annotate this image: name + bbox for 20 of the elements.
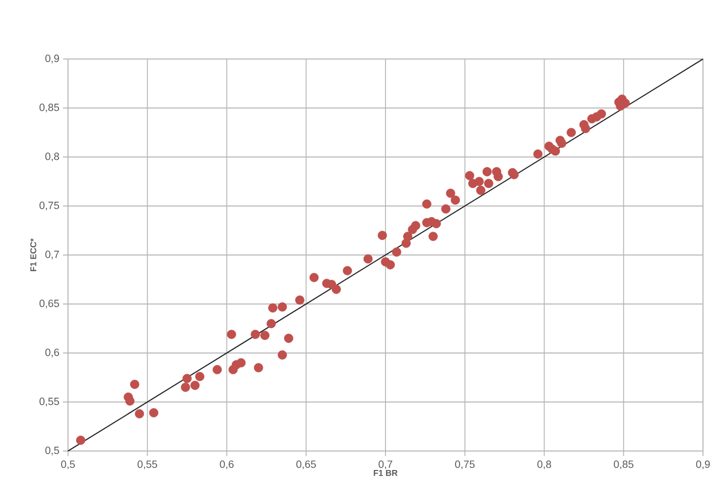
x-axis-title: F1 BR xyxy=(374,470,398,476)
y-tick-label: 0,75 xyxy=(40,202,60,210)
y-tick-label: 0,85 xyxy=(40,104,60,112)
x-tick-label: 0,5 xyxy=(61,460,75,470)
x-tick-label: 0,65 xyxy=(296,460,316,470)
x-tick-label: 0,55 xyxy=(138,460,158,470)
y-tick-label: 0,5 xyxy=(45,446,60,456)
y-tick-label: 0,9 xyxy=(45,54,59,64)
y-tick-label: 0,8 xyxy=(45,152,60,162)
x-tick-label: 0,85 xyxy=(614,460,634,470)
y-tick-label: 0,6 xyxy=(45,348,60,358)
x-tick-label: 0,8 xyxy=(537,460,552,470)
y-tick-label: 0,65 xyxy=(40,300,60,308)
x-tick-label: 0,75 xyxy=(455,460,475,470)
x-tick-label: 0,7 xyxy=(378,460,392,470)
x-tick-label: 0,6 xyxy=(220,460,234,470)
x-tick-label: 0,9 xyxy=(696,460,710,470)
y-tick-label: 0,55 xyxy=(40,398,60,406)
y-tick-label: 0,7 xyxy=(45,250,59,260)
y-axis-title: F1 ECC* xyxy=(30,238,36,272)
